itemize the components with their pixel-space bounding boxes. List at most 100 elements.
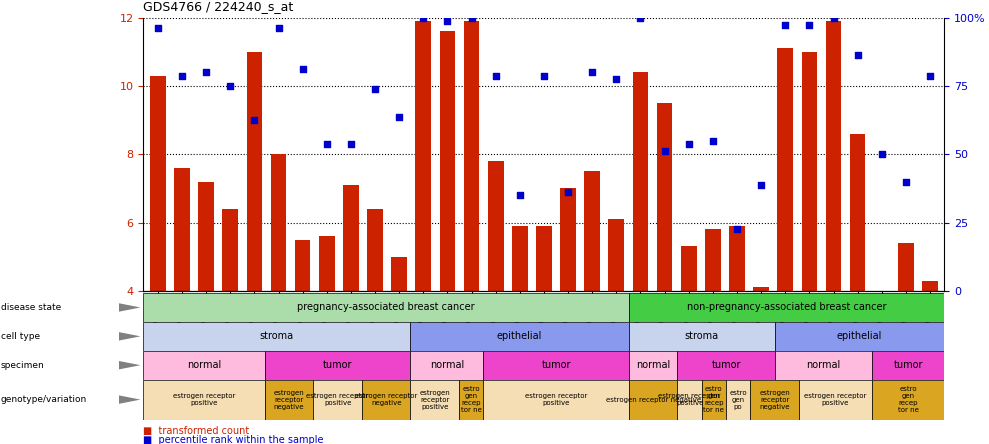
Bar bbox=[871, 351, 944, 380]
Point bbox=[536, 72, 552, 79]
Text: normal: normal bbox=[806, 360, 841, 370]
Point bbox=[439, 18, 455, 25]
Bar bbox=[410, 322, 629, 351]
Text: estrogen
receptor
negative: estrogen receptor negative bbox=[274, 389, 305, 410]
Bar bbox=[799, 380, 871, 420]
Point bbox=[318, 140, 334, 147]
Bar bbox=[410, 351, 484, 380]
Point bbox=[608, 75, 624, 83]
Point bbox=[415, 14, 431, 21]
Bar bbox=[314, 380, 362, 420]
Point bbox=[850, 52, 865, 59]
Bar bbox=[362, 380, 410, 420]
Text: estro
gen
recep
tor ne: estro gen recep tor ne bbox=[898, 386, 919, 413]
Bar bbox=[729, 226, 745, 291]
Text: disease state: disease state bbox=[1, 303, 61, 312]
Text: stroma: stroma bbox=[260, 331, 294, 341]
Bar bbox=[629, 351, 677, 380]
Polygon shape bbox=[119, 395, 140, 404]
Point bbox=[922, 72, 938, 79]
Bar bbox=[633, 72, 649, 291]
Point bbox=[246, 117, 262, 124]
Point bbox=[801, 21, 817, 28]
Text: tumor: tumor bbox=[541, 360, 571, 370]
Bar bbox=[246, 52, 262, 291]
Text: ■  transformed count: ■ transformed count bbox=[143, 426, 249, 436]
Text: estro
gen
recep
tor ne: estro gen recep tor ne bbox=[703, 386, 724, 413]
Point bbox=[705, 137, 721, 144]
Point bbox=[826, 14, 842, 21]
Point bbox=[150, 24, 166, 32]
Point bbox=[754, 182, 769, 189]
Bar bbox=[464, 21, 480, 291]
Bar bbox=[774, 322, 944, 351]
Bar bbox=[150, 76, 166, 291]
Point bbox=[657, 147, 673, 155]
Bar bbox=[318, 236, 334, 291]
Point bbox=[223, 83, 238, 90]
Point bbox=[874, 151, 890, 158]
Bar bbox=[754, 287, 769, 291]
Polygon shape bbox=[119, 303, 140, 312]
Bar bbox=[702, 380, 726, 420]
Polygon shape bbox=[119, 332, 140, 341]
Text: normal: normal bbox=[430, 360, 464, 370]
Bar bbox=[484, 380, 629, 420]
Bar bbox=[415, 21, 431, 291]
Text: normal: normal bbox=[636, 360, 671, 370]
Polygon shape bbox=[119, 361, 140, 369]
Bar bbox=[223, 209, 238, 291]
Bar bbox=[751, 380, 799, 420]
Point bbox=[295, 65, 311, 72]
Point bbox=[680, 140, 696, 147]
Text: specimen: specimen bbox=[1, 361, 45, 370]
Bar bbox=[271, 155, 287, 291]
Text: genotype/variation: genotype/variation bbox=[1, 395, 87, 404]
Bar bbox=[608, 219, 624, 291]
Point bbox=[464, 14, 480, 21]
Text: stroma: stroma bbox=[684, 331, 719, 341]
Bar bbox=[488, 161, 503, 291]
Bar bbox=[265, 380, 314, 420]
Bar bbox=[922, 281, 938, 291]
Bar bbox=[629, 322, 774, 351]
Bar bbox=[459, 380, 484, 420]
Point bbox=[392, 113, 407, 120]
Text: estro
gen
po: estro gen po bbox=[729, 389, 747, 410]
Bar bbox=[677, 351, 774, 380]
Text: ■  percentile rank within the sample: ■ percentile rank within the sample bbox=[143, 435, 324, 444]
Point bbox=[633, 14, 649, 21]
Bar bbox=[677, 380, 702, 420]
Bar bbox=[584, 171, 600, 291]
Text: epithelial: epithelial bbox=[837, 331, 882, 341]
Bar bbox=[826, 21, 842, 291]
Bar bbox=[629, 293, 944, 322]
Bar bbox=[774, 351, 871, 380]
Bar bbox=[801, 52, 817, 291]
Point bbox=[729, 226, 745, 233]
Bar bbox=[367, 209, 383, 291]
Text: epithelial: epithelial bbox=[497, 331, 542, 341]
Text: estrogen
receptor
negative: estrogen receptor negative bbox=[760, 389, 790, 410]
Text: estro
gen
recep
tor ne: estro gen recep tor ne bbox=[461, 386, 482, 413]
Bar bbox=[871, 380, 944, 420]
Text: estrogen receptor
positive: estrogen receptor positive bbox=[307, 393, 369, 406]
Point bbox=[512, 192, 528, 199]
Point bbox=[174, 72, 190, 79]
Text: estrogen receptor
positive: estrogen receptor positive bbox=[173, 393, 235, 406]
Point bbox=[488, 72, 503, 79]
Bar bbox=[343, 185, 359, 291]
Point bbox=[584, 69, 600, 76]
Bar bbox=[629, 380, 677, 420]
Bar bbox=[143, 322, 410, 351]
Text: estrogen receptor
negative: estrogen receptor negative bbox=[355, 393, 417, 406]
Bar bbox=[680, 246, 696, 291]
Bar bbox=[536, 226, 552, 291]
Text: estrogen
receptor
positive: estrogen receptor positive bbox=[419, 389, 450, 410]
Text: estrogen receptor
positive: estrogen receptor positive bbox=[659, 393, 721, 406]
Text: cell type: cell type bbox=[1, 332, 41, 341]
Point bbox=[898, 178, 914, 185]
Bar bbox=[265, 351, 410, 380]
Text: estrogen receptor
positive: estrogen receptor positive bbox=[804, 393, 866, 406]
Bar bbox=[777, 48, 793, 291]
